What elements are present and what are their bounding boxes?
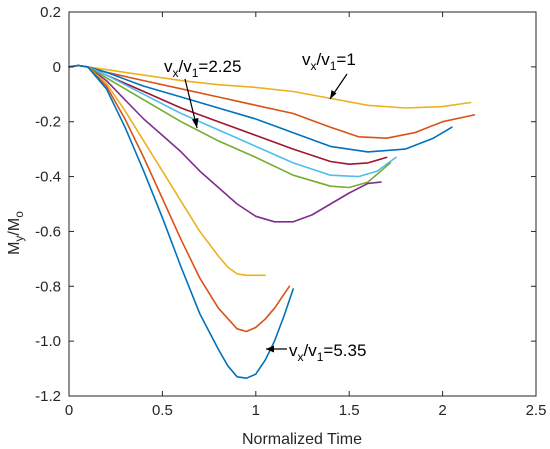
x-tick-label: 1 [252, 402, 260, 419]
series-lines [68, 64, 476, 380]
series-line-5 [68, 64, 397, 178]
annotation-vx-v1-1: vx/v1=1 [302, 50, 356, 100]
annotation-vx-v1-2-25: vx/v1=2.25 [164, 57, 241, 129]
x-tick-label: 0.5 [152, 402, 173, 419]
x-tick-label: 2 [438, 402, 446, 419]
y-tick-label: -1.2 [35, 388, 61, 405]
series-line-10 [68, 64, 295, 380]
y-tick-label: -0.8 [35, 278, 61, 295]
y-tick-label: -1.0 [35, 333, 61, 350]
x-tick-label: 2.5 [526, 402, 547, 419]
x-axis-label: Normalized Time [242, 431, 362, 448]
y-tick-label: 0.2 [40, 4, 61, 21]
series-line-3 [68, 64, 453, 153]
annotation-label: vx/v1=2.25 [164, 57, 241, 80]
arrowhead-icon [330, 90, 337, 99]
annotation-label: vx/v1=1 [302, 50, 356, 73]
series-line-9 [68, 64, 291, 333]
x-tick-label: 1.5 [339, 402, 360, 419]
y-axis-label: My/Mo [6, 211, 26, 255]
arrowhead-icon [192, 118, 199, 128]
series-line-8 [68, 64, 266, 277]
series-line-7 [68, 64, 382, 223]
y-axis: 0.2 0 -0.2 -0.4 -0.6 -0.8 -1.0 -1.2 [35, 4, 536, 405]
arrowhead-icon [266, 345, 274, 353]
annotation-vx-v1-5-35: vx/v1=5.35 [266, 341, 366, 364]
x-tick-label: 0 [65, 402, 73, 419]
y-tick-label: -0.4 [35, 169, 61, 186]
plot-frame [68, 11, 537, 397]
x-axis: 0 0.5 1 1.5 2 2.5 [65, 12, 547, 419]
y-tick-label: 0 [53, 59, 61, 76]
annotation-label: vx/v1=5.35 [289, 341, 366, 364]
y-tick-label: -0.2 [35, 114, 61, 131]
y-tick-label: -0.6 [35, 223, 61, 240]
